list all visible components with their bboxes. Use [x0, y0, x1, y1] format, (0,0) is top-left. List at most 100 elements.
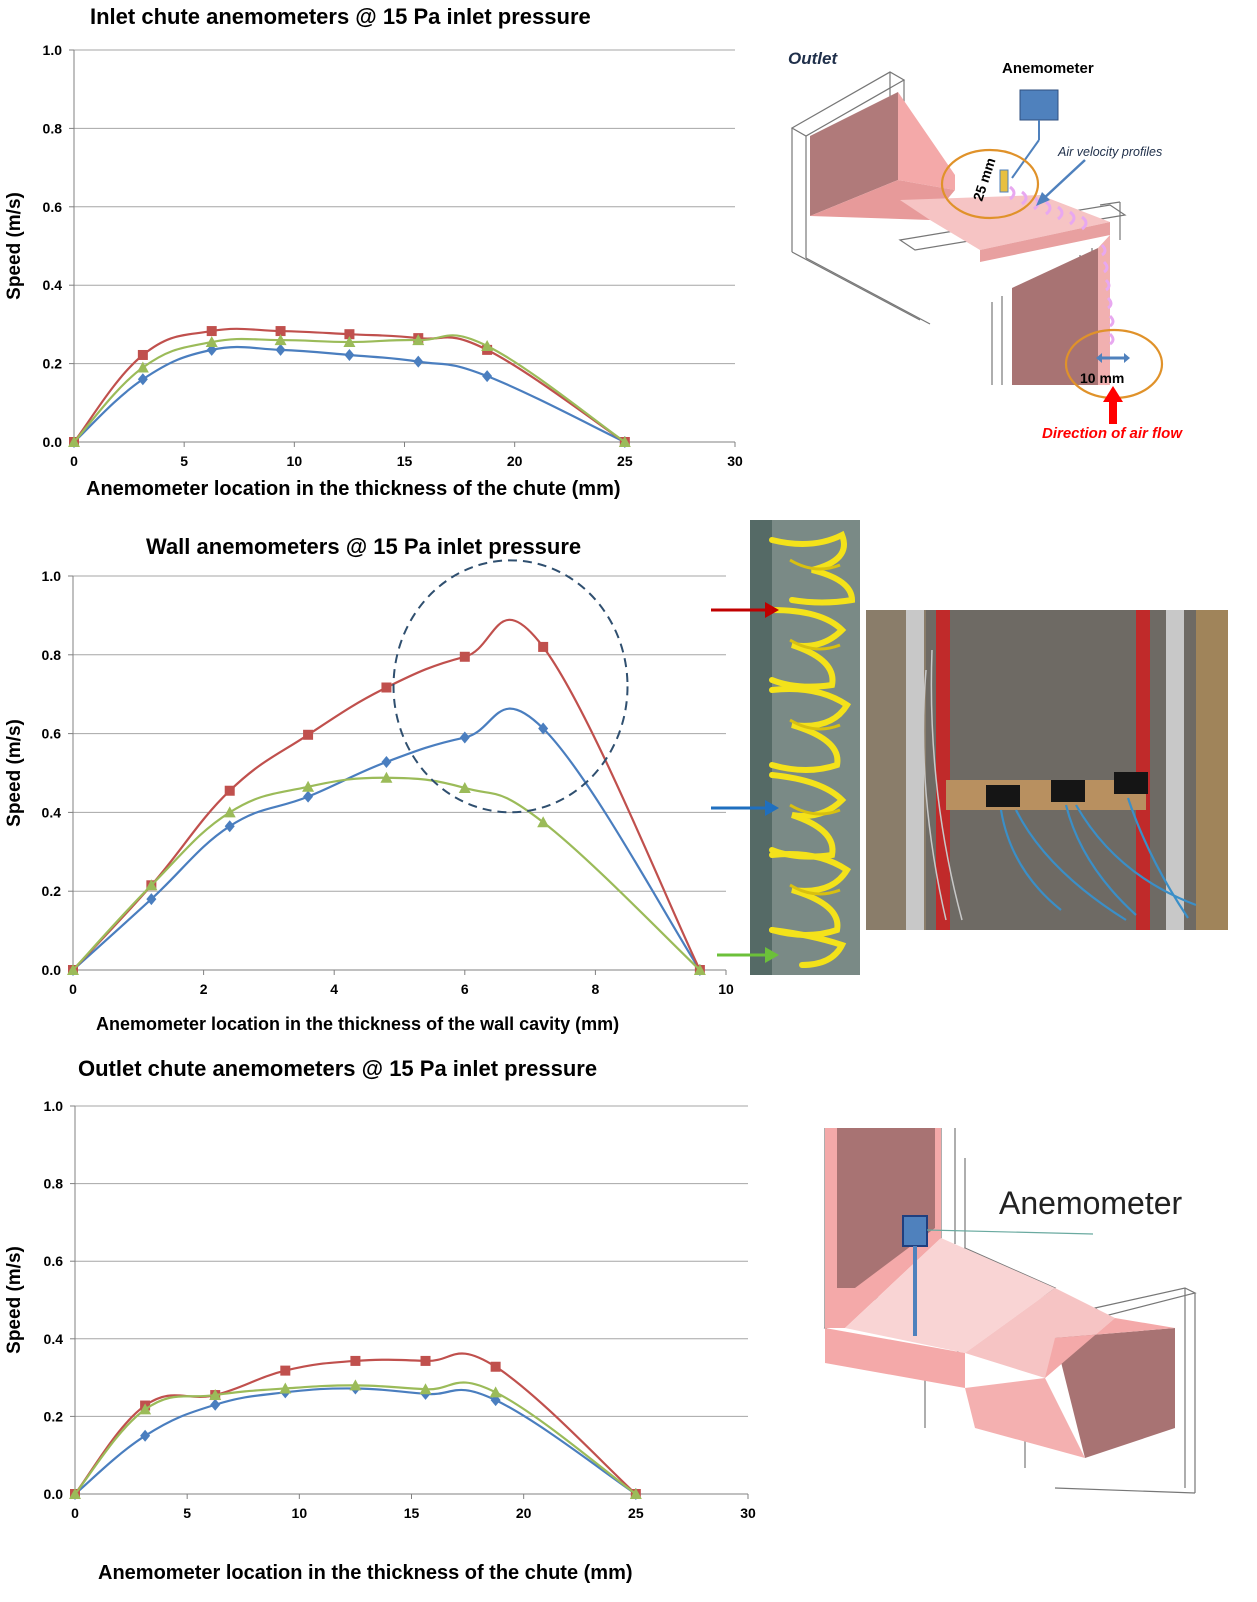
x-tick-label: 20 [516, 1505, 532, 1521]
data-point-marker [538, 722, 549, 735]
x-tick-label: 8 [592, 981, 600, 997]
data-point-marker [275, 343, 286, 356]
data-point-marker [349, 1379, 362, 1391]
data-point-marker [381, 755, 392, 768]
y-tick-label: 0.8 [43, 120, 63, 136]
x-tick-label: 0 [71, 1505, 79, 1521]
data-point-marker [140, 1429, 151, 1442]
data-point-marker [459, 731, 470, 744]
dimension-10mm-label: 10 mm [1080, 370, 1124, 386]
data-point-marker [146, 893, 157, 906]
data-point-marker [206, 326, 217, 337]
data-point-marker [136, 361, 149, 373]
velocity-profile-markers [1009, 185, 1115, 346]
series-line-1 [74, 1387, 637, 1495]
anemometer-label: Anemometer [1002, 60, 1094, 77]
chart-2-x-axis-label: Anemometer location in the thickness of … [96, 1014, 620, 1034]
x-tick-label: 15 [397, 453, 413, 469]
air-velocity-profiles-label: Air velocity profiles [1057, 145, 1162, 159]
data-point-marker [350, 1355, 361, 1366]
data-point-marker [303, 790, 314, 803]
x-tick-label: 2 [200, 981, 208, 997]
x-tick-label: 25 [617, 453, 633, 469]
y-tick-label: 0.6 [44, 1253, 64, 1269]
chart-1-x-axis-label: Anemometer location in the thickness of … [86, 478, 621, 500]
x-tick-label: 25 [628, 1505, 644, 1521]
y-tick-label: 1.0 [42, 568, 62, 584]
data-point-marker [482, 370, 493, 383]
data-point-marker [69, 1488, 81, 1499]
data-point-marker [459, 651, 470, 662]
outlet-chute-diagram: Anemometer [823, 1128, 1197, 1494]
data-point-marker [137, 349, 148, 360]
chart-2-plot: 0.0 0.2 0.4 0.6 0.8 1.0 0 2 4 6 8 10 Speed (m/s) [4, 559, 734, 997]
data-point-marker [344, 329, 355, 340]
position-arrows [711, 602, 779, 963]
x-tick-label: 10 [718, 981, 734, 997]
y-tick-label: 0.2 [43, 356, 63, 372]
y-tick-label: 0.6 [43, 199, 63, 215]
data-point-marker [420, 1355, 431, 1366]
x-tick-label: 0 [70, 453, 78, 469]
outlet-chute-face [810, 92, 898, 216]
data-point-marker [224, 785, 235, 796]
peak-highlight-ellipse [392, 559, 629, 814]
chart-1-plot: 0.0 0.2 0.4 0.6 0.8 1.0 0 5 10 15 20 25 30 Speed (m/s… [4, 42, 743, 469]
x-tick-label: 30 [740, 1505, 756, 1521]
data-point-marker [279, 1382, 292, 1394]
y-tick-label: 0.2 [44, 1408, 64, 1424]
anemometer-leader-line [926, 1229, 1094, 1235]
data-point-marker [381, 682, 392, 693]
chart-3-plot: 0.0 0.2 0.4 0.6 0.8 1.0 0 5 10 15 20 25 30 Speed (m/s… [4, 1098, 756, 1521]
data-point-marker [343, 336, 356, 348]
y-tick-label: 0.4 [43, 277, 63, 293]
x-tick-label: 15 [404, 1505, 420, 1521]
data-point-marker [139, 1403, 152, 1415]
y-tick-label: 0.4 [42, 804, 62, 820]
data-point-marker [275, 326, 286, 337]
data-point-marker [205, 336, 218, 348]
data-point-marker [629, 1488, 642, 1499]
flow-direction-arrow-icon [1109, 398, 1117, 424]
data-point-marker [693, 964, 706, 975]
data-point-marker [344, 348, 355, 361]
outlet-highlight-circle [940, 148, 1040, 220]
data-point-marker [223, 806, 236, 818]
data-point-marker [537, 816, 550, 828]
wall-mat-photo [750, 520, 860, 975]
y-tick-label: 0.4 [44, 1331, 64, 1347]
data-point-marker [419, 1383, 432, 1395]
outlet-box-face [1055, 1328, 1175, 1458]
profile-pointer-arrow [1041, 159, 1086, 201]
x-tick-label: 10 [292, 1505, 308, 1521]
data-point-marker [224, 820, 235, 833]
data-point-marker [618, 436, 631, 447]
y-axis-label: Speed (m/s) [4, 1246, 25, 1354]
data-point-marker [145, 879, 158, 891]
wall-cavity-face [1012, 248, 1098, 385]
x-tick-label: 5 [180, 453, 188, 469]
y-tick-label: 0.8 [44, 1176, 64, 1192]
data-point-marker [458, 781, 471, 793]
data-point-marker [412, 334, 425, 346]
outlet-label: Outlet [788, 49, 838, 68]
chart-3-x-axis-label: Anemometer location in the thickness of … [98, 1562, 633, 1584]
data-point-marker [489, 1386, 502, 1398]
series-line-3 [74, 1381, 637, 1495]
x-tick-label: 6 [461, 981, 469, 997]
y-tick-label: 0.8 [42, 647, 62, 663]
y-tick-label: 1.0 [44, 1098, 64, 1114]
data-point-marker [538, 641, 549, 652]
series-line-3 [72, 776, 701, 971]
anemometer-box-icon [1019, 89, 1059, 121]
y-tick-label: 0.2 [42, 883, 62, 899]
y-tick-label: 0.6 [42, 726, 62, 742]
data-point-marker [380, 771, 393, 783]
chart-3-title: Outlet chute anemometers @ 15 Pa inlet p… [78, 1056, 598, 1081]
y-axis-label: Speed (m/s) [4, 719, 25, 827]
dimension-25mm-label: 25 mm [970, 156, 999, 203]
data-point-marker [210, 1398, 221, 1411]
x-tick-label: 4 [330, 981, 338, 997]
x-tick-label: 10 [287, 453, 303, 469]
y-tick-label: 0.0 [43, 434, 63, 450]
